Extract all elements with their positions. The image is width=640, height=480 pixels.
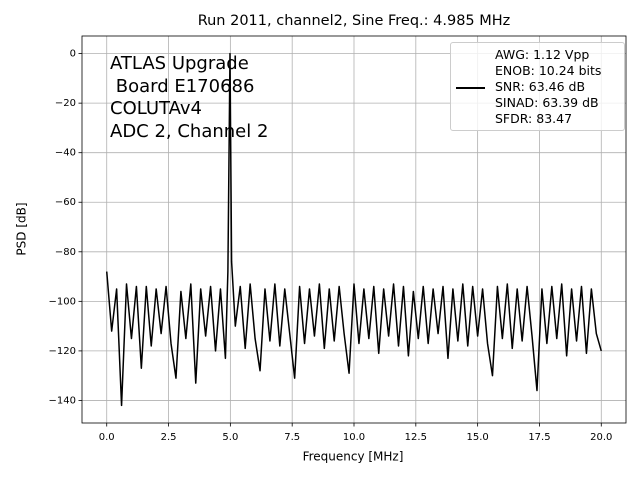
psd-line: [105, 52, 602, 407]
legend-label: AWG: 1.12 Vpp ENOB: 10.24 bits SNR: 63.4…: [495, 47, 602, 126]
legend: AWG: 1.12 Vpp ENOB: 10.24 bits SNR: 63.4…: [450, 42, 625, 131]
plot-frame: [81, 35, 627, 424]
y-tick-label: −120: [49, 346, 76, 357]
y-tick-label: 0: [70, 49, 76, 60]
y-tick-label: −40: [55, 148, 76, 159]
x-tick-label: 12.5: [405, 432, 427, 443]
y-tick-label: −140: [49, 395, 76, 406]
legend-line: [456, 87, 485, 89]
annotation-line: Board E170686: [110, 75, 255, 97]
chart-title: Run 2011, channel2, Sine Freq.: 4.985 MH…: [198, 13, 511, 29]
x-tick-label: 20.0: [590, 432, 612, 443]
x-axis-label: Frequency [MHz]: [303, 450, 404, 464]
x-tick-label: 15.0: [467, 432, 489, 443]
y-tick-label: −60: [55, 197, 76, 208]
y-tick-label: −20: [55, 98, 76, 109]
annotation-line: COLUTAv4: [110, 98, 203, 119]
x-tick-label: 5.0: [222, 432, 238, 443]
x-tick-label: 7.5: [284, 432, 300, 443]
annotation-line: ATLAS Upgrade: [110, 53, 249, 74]
y-tick-label: −100: [49, 296, 76, 307]
x-tick-label: 10.0: [343, 432, 365, 443]
annotation: ATLAS Upgrade Board E170686 COLUTAv4 ADC 2…: [110, 53, 268, 143]
x-tick-label: 2.5: [161, 432, 177, 443]
x-tick-label: 17.5: [528, 432, 550, 443]
x-tick-label: 0.0: [99, 432, 115, 443]
annotation-line: ADC 2, Channel 2: [110, 120, 269, 142]
y-axis-label: PSD [dB]: [15, 202, 29, 255]
y-tick-label: −80: [55, 247, 76, 258]
